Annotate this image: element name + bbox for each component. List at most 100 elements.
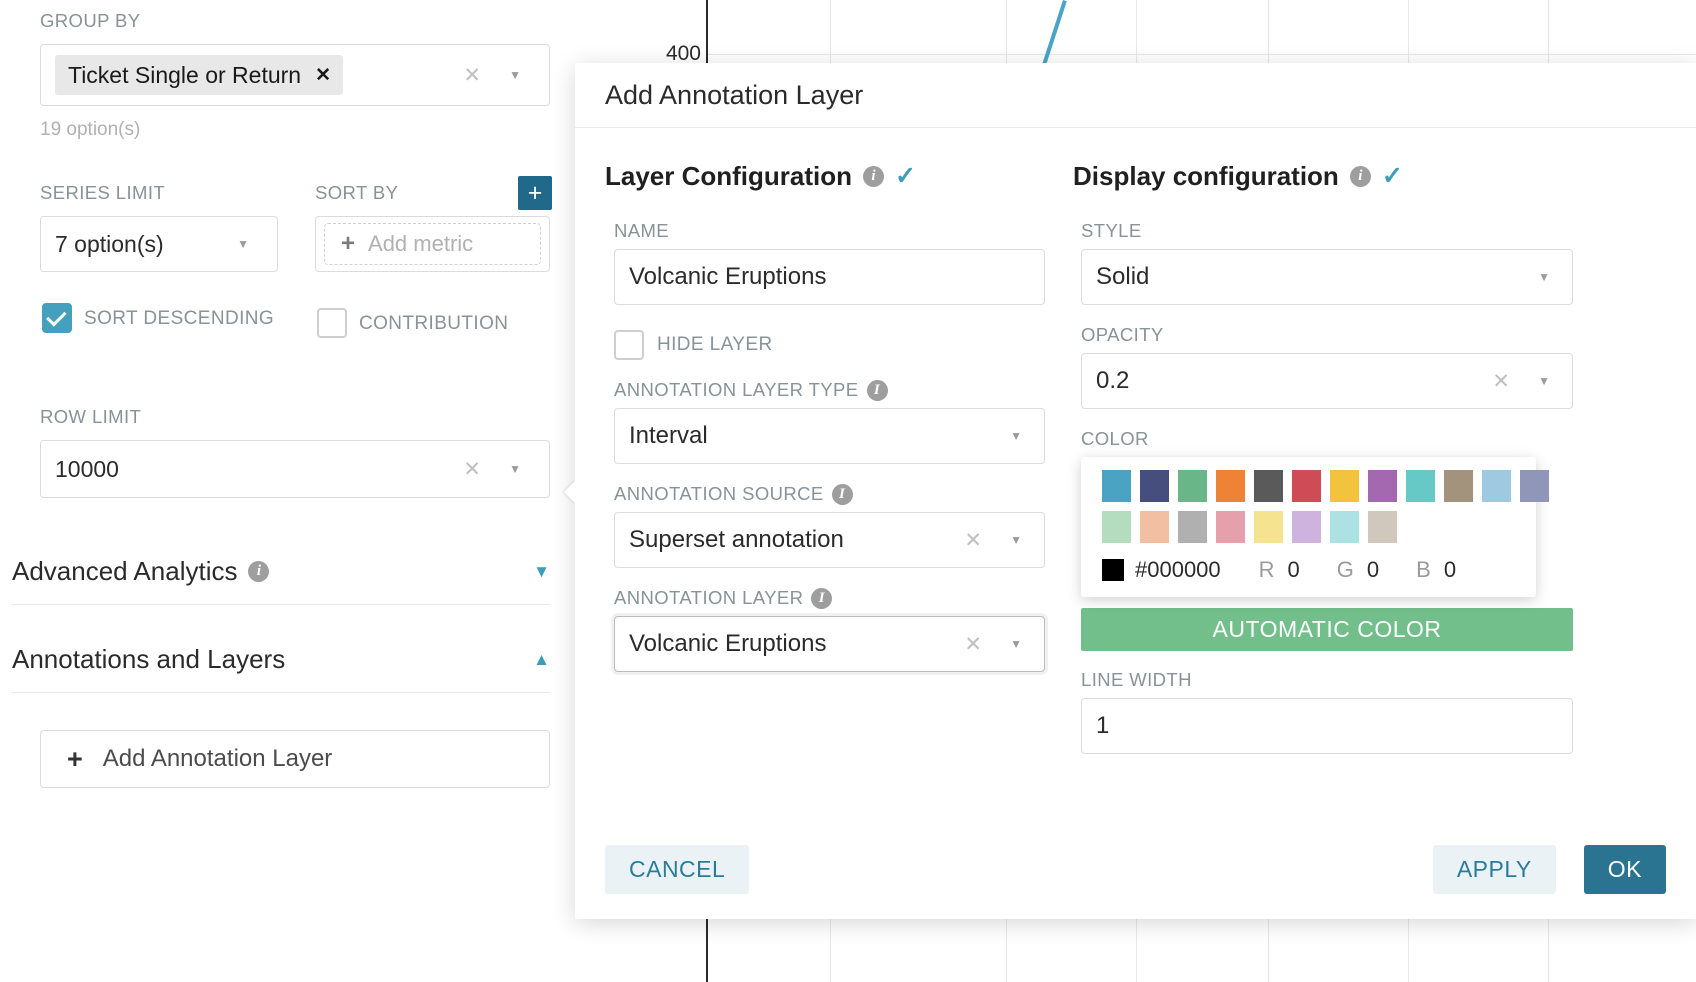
color-swatch[interactable]: [1292, 511, 1321, 543]
color-swatch[interactable]: [1140, 511, 1169, 543]
annotation-layer-wrapper: ANNOTATION LAYER i Volcanic Eruptions ✕ …: [614, 587, 1045, 673]
color-swatch[interactable]: [1292, 470, 1321, 502]
line-width-field-wrapper: LINE WIDTH 1: [1081, 669, 1573, 754]
clear-icon[interactable]: ✕: [463, 457, 481, 481]
sort-by-label: SORT BY: [315, 182, 399, 203]
annotation-layer-select[interactable]: Volcanic Eruptions ✕ ▼: [614, 616, 1045, 673]
annotation-layer-value: Volcanic Eruptions: [629, 630, 827, 658]
color-swatch[interactable]: [1406, 470, 1435, 502]
hide-layer-checkbox-row[interactable]: HIDE LAYER: [614, 329, 1045, 360]
chevron-down-icon[interactable]: ▼: [1010, 637, 1022, 652]
annotation-source-select[interactable]: Superset annotation ✕ ▼: [614, 512, 1045, 569]
color-swatch-row-secondary[interactable]: [1081, 511, 1536, 543]
sort-descending-checkbox-row[interactable]: SORT DESCENDING: [42, 303, 292, 334]
add-metric-button[interactable]: + Add metric: [324, 223, 541, 265]
color-swatch[interactable]: [1140, 470, 1169, 502]
modal-pointer-arrow: [564, 480, 576, 504]
chevron-down-icon[interactable]: ▼: [1538, 270, 1550, 284]
clear-icon[interactable]: ✕: [964, 528, 982, 552]
chevron-down-icon[interactable]: ▼: [1010, 533, 1022, 548]
sort-descending-checkbox[interactable]: [42, 303, 72, 333]
chart-gridline-horizontal: [708, 54, 1696, 55]
green-label: G: [1336, 557, 1354, 582]
chevron-down-icon[interactable]: ▼: [533, 561, 550, 581]
sort-by-dropzone[interactable]: + Add metric: [315, 216, 550, 272]
color-swatch[interactable]: [1102, 511, 1131, 543]
series-limit-select[interactable]: 7 option(s) ▼: [40, 216, 278, 272]
opacity-label: OPACITY: [1081, 324, 1164, 345]
color-swatch[interactable]: [1216, 511, 1245, 543]
modal-titlebar: Add Annotation Layer: [575, 63, 1696, 128]
sort-descending-label: SORT DESCENDING: [84, 308, 275, 329]
color-swatch[interactable]: [1178, 470, 1207, 502]
hide-layer-checkbox[interactable]: [614, 329, 644, 360]
contribution-checkbox-row[interactable]: CONTRIBUTION: [317, 308, 508, 339]
contribution-checkbox[interactable]: [317, 308, 347, 338]
color-swatch[interactable]: [1254, 470, 1283, 502]
color-swatch[interactable]: [1368, 470, 1397, 502]
add-metric-plus-button[interactable]: +: [518, 176, 552, 210]
color-swatch[interactable]: [1520, 470, 1549, 502]
opacity-select[interactable]: 0.2 ✕ ▼: [1081, 353, 1573, 409]
close-icon[interactable]: ✕: [315, 64, 331, 86]
annotation-layer-type-label: ANNOTATION LAYER TYPE: [614, 379, 859, 401]
apply-button[interactable]: APPLY: [1432, 844, 1556, 894]
color-swatch[interactable]: [1330, 470, 1359, 502]
clear-icon[interactable]: ✕: [1492, 369, 1510, 393]
ok-button[interactable]: OK: [1583, 844, 1666, 894]
color-swatch[interactable]: [1444, 470, 1473, 502]
layer-configuration-fields: NAME Volcanic Eruptions HIDE LAYER ANNOT…: [605, 220, 1045, 673]
info-icon[interactable]: i: [248, 561, 270, 582]
color-swatch[interactable]: [1482, 470, 1511, 502]
add-annotation-layer-button[interactable]: + Add Annotation Layer: [40, 730, 550, 788]
name-input[interactable]: Volcanic Eruptions: [614, 249, 1045, 305]
color-swatch[interactable]: [1216, 470, 1245, 502]
chart-y-axis-tick: 400: [665, 42, 701, 65]
automatic-color-button[interactable]: AUTOMATIC COLOR: [1081, 608, 1573, 651]
cancel-button[interactable]: CANCEL: [605, 844, 750, 894]
info-icon[interactable]: i: [1349, 166, 1371, 187]
chevron-down-icon[interactable]: ▼: [237, 237, 249, 251]
series-limit-label: SERIES LIMIT: [40, 182, 166, 203]
clear-icon[interactable]: ✕: [463, 63, 481, 87]
series-limit-value: 7 option(s): [55, 230, 164, 257]
green-value[interactable]: 0: [1366, 557, 1380, 582]
name-value: Volcanic Eruptions: [629, 263, 827, 290]
color-swatch-row-primary[interactable]: [1081, 470, 1549, 502]
contribution-label: CONTRIBUTION: [359, 313, 509, 334]
color-picker-popover[interactable]: #000000 R 0 G 0 B 0: [1081, 457, 1549, 597]
group-by-options-hint: 19 option(s): [40, 119, 141, 140]
chevron-up-icon[interactable]: ▲: [533, 649, 550, 669]
chevron-down-icon[interactable]: ▼: [1010, 429, 1022, 444]
annotation-layer-type-select[interactable]: Interval ▼: [614, 408, 1045, 465]
line-width-input[interactable]: 1: [1081, 698, 1573, 754]
red-value[interactable]: 0: [1287, 557, 1300, 582]
row-limit-select[interactable]: 10000 ✕ ▼: [40, 440, 550, 498]
annotation-source-value: Superset annotation: [629, 526, 844, 554]
info-icon[interactable]: i: [866, 379, 888, 401]
color-swatch[interactable]: [1330, 511, 1359, 543]
color-swatch[interactable]: [1102, 470, 1131, 502]
group-by-selected-tag[interactable]: Ticket Single or Return ✕: [55, 55, 343, 95]
name-label: NAME: [614, 220, 670, 241]
blue-value[interactable]: 0: [1443, 557, 1457, 582]
chevron-down-icon[interactable]: ▼: [509, 462, 521, 476]
color-hex-value[interactable]: #000000: [1135, 557, 1221, 582]
color-swatch[interactable]: [1178, 511, 1207, 543]
style-select[interactable]: Solid ▼: [1081, 249, 1573, 305]
section-advanced-analytics[interactable]: Advanced Analytics i ▼: [12, 556, 550, 605]
info-icon[interactable]: i: [863, 166, 885, 187]
color-swatch[interactable]: [1254, 511, 1283, 543]
chevron-down-icon[interactable]: ▼: [509, 68, 521, 82]
add-annotation-layer-label: Add Annotation Layer: [102, 745, 333, 772]
clear-icon[interactable]: ✕: [964, 632, 982, 656]
red-label: R: [1258, 557, 1275, 582]
info-icon[interactable]: i: [831, 483, 853, 505]
group-by-select[interactable]: Ticket Single or Return ✕ ✕ ▼: [40, 44, 550, 106]
color-swatch[interactable]: [1368, 511, 1397, 543]
section-annotations-and-layers[interactable]: Annotations and Layers ▲: [12, 644, 550, 693]
add-annotation-layer-modal: Add Annotation Layer Layer Configuration…: [564, 63, 1696, 919]
info-icon[interactable]: i: [811, 587, 833, 609]
series-limit-control: SERIES LIMIT 7 option(s) ▼: [40, 182, 278, 272]
chevron-down-icon[interactable]: ▼: [1538, 374, 1550, 388]
